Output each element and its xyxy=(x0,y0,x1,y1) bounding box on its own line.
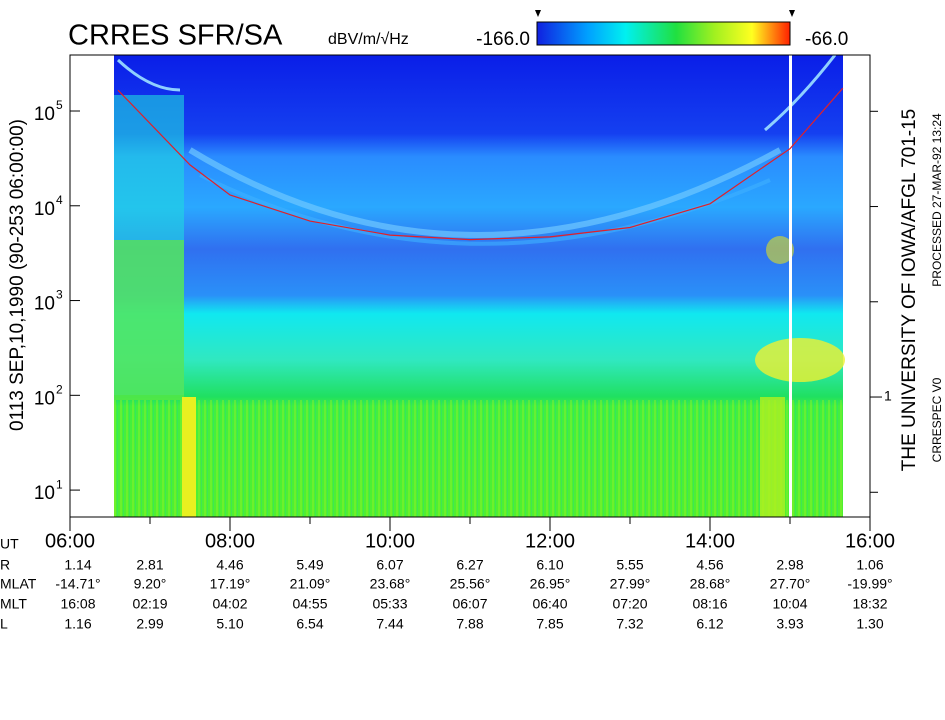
version-label: CRRESPEC V0 xyxy=(930,377,944,462)
y-tick-label: 10 xyxy=(34,199,55,220)
colorbar-markers xyxy=(535,10,795,17)
ephemeris-value: 2.99 xyxy=(136,616,163,632)
ephemeris-value: 27.70° xyxy=(770,576,811,592)
y-tick-label: 10 xyxy=(34,104,55,125)
ephemeris-value: 18:32 xyxy=(852,596,887,612)
y2-tick-label: 1 xyxy=(884,388,892,404)
ephemeris-row-label: L xyxy=(0,616,8,632)
ephemeris-value: 3.93 xyxy=(776,616,803,632)
ephemeris-value: 06:40 xyxy=(532,596,567,612)
colorbar-max: -66.0 xyxy=(805,29,848,50)
ephemeris-value: 7.85 xyxy=(536,616,563,632)
ephemeris-value: -19.99° xyxy=(847,576,892,592)
ephemeris-row-label: MLAT xyxy=(0,576,37,592)
y-tick-exponent: 1 xyxy=(56,477,63,491)
ephemeris-value: 06:07 xyxy=(452,596,487,612)
ephemeris-value: 28.68° xyxy=(690,576,731,592)
x-tick-label: 12:00 xyxy=(525,530,575,552)
ephemeris-value: 17.19° xyxy=(210,576,251,592)
y-tick-label: 10 xyxy=(34,483,55,504)
chart-title: CRRES SFR/SA xyxy=(68,20,283,52)
ephemeris-value: 2.81 xyxy=(136,557,163,573)
ephemeris-value: -14.71° xyxy=(55,576,100,592)
ephemeris-value: 1.14 xyxy=(64,557,91,573)
ephemeris-value: 07:20 xyxy=(612,596,647,612)
ephemeris-value: 05:33 xyxy=(372,596,407,612)
ephemeris-value: 5.55 xyxy=(616,557,643,573)
ephemeris-value: 1.16 xyxy=(64,616,91,632)
x-tick-label: 16:00 xyxy=(845,530,895,552)
ephemeris-value: 04:55 xyxy=(292,596,327,612)
colorbar xyxy=(536,21,791,46)
ephemeris-value: 6.27 xyxy=(456,557,483,573)
ephemeris-value: 9.20° xyxy=(134,576,167,592)
x-tick-label: 10:00 xyxy=(365,530,415,552)
y-axis-label: 0113 SEP,10,1990 (90-253 06:00:00) xyxy=(7,119,28,431)
ephemeris-row-label: MLT xyxy=(0,596,27,612)
y-tick-exponent: 3 xyxy=(56,288,63,302)
y-tick-exponent: 2 xyxy=(56,382,63,396)
ephemeris-value: 16:08 xyxy=(60,596,95,612)
ephemeris-value: 4.56 xyxy=(696,557,723,573)
x-tick-label: 14:00 xyxy=(685,530,735,552)
y-tick-label: 10 xyxy=(34,294,55,315)
ephemeris-value: 1.06 xyxy=(856,557,883,573)
ephemeris-value: 08:16 xyxy=(692,596,727,612)
ephemeris-value: 4.46 xyxy=(216,557,243,573)
ephemeris-value: 1.30 xyxy=(856,616,883,632)
ephemeris-value: 10:04 xyxy=(772,596,807,612)
x-axis-label: UT xyxy=(0,536,19,552)
spectrogram-image xyxy=(114,54,845,517)
colorbar-min: -166.0 xyxy=(476,29,530,50)
institution-label: THE UNIVERSITY OF IOWA/AFGL 701-15 xyxy=(899,109,920,472)
ephemeris-value: 7.32 xyxy=(616,616,643,632)
ephemeris-value: 23.68° xyxy=(370,576,411,592)
ephemeris-row-label: R xyxy=(0,557,10,573)
x-tick-label: 08:00 xyxy=(205,530,255,552)
ephemeris-value: 6.12 xyxy=(696,616,723,632)
processed-label: PROCESSED 27-MAR-92 13:24 xyxy=(930,113,944,287)
y-tick-exponent: 4 xyxy=(56,193,63,207)
ephemeris-value: 27.99° xyxy=(610,576,651,592)
ephemeris-value: 2.98 xyxy=(776,557,803,573)
ephemeris-value: 6.54 xyxy=(296,616,323,632)
ephemeris-value: 5.49 xyxy=(296,557,323,573)
colorbar-label: dBV/m/√Hz xyxy=(328,31,409,48)
ephemeris-value: 5.10 xyxy=(216,616,243,632)
ephemeris-value: 21.09° xyxy=(290,576,331,592)
ephemeris-value: 26.95° xyxy=(530,576,571,592)
ephemeris-value: 25.56° xyxy=(450,576,491,592)
ephemeris-value: 7.88 xyxy=(456,616,483,632)
x-tick-label: 06:00 xyxy=(45,530,95,552)
y-tick-exponent: 5 xyxy=(56,98,63,112)
ephemeris-value: 6.07 xyxy=(376,557,403,573)
ephemeris-value: 04:02 xyxy=(212,596,247,612)
y-tick-label: 10 xyxy=(34,388,55,409)
gyrofrequency-line xyxy=(117,87,844,241)
ephemeris-value: 7.44 xyxy=(376,616,403,632)
ephemeris-value: 6.10 xyxy=(536,557,563,573)
ephemeris-value: 02:19 xyxy=(132,596,167,612)
